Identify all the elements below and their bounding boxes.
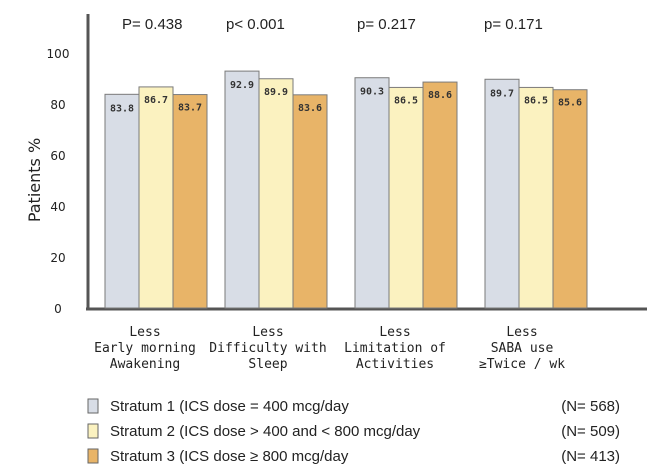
data-label: 83.8: [110, 103, 134, 114]
bar: [518, 86, 554, 309]
y-tick-label: 20: [50, 251, 65, 265]
data-label: 86.7: [144, 95, 168, 106]
category-label: Sleep: [248, 357, 287, 372]
legend-swatch: [87, 398, 99, 414]
category-label: Less: [129, 325, 160, 340]
legend-n-label: (N= 568): [561, 398, 620, 415]
bar: [138, 86, 174, 309]
bar: [484, 78, 520, 309]
y-tick-label: 100: [47, 47, 70, 61]
category-label: Early morning: [94, 341, 196, 356]
bar: [292, 94, 328, 309]
data-label: 90.3: [360, 87, 384, 98]
data-label: 89.9: [264, 87, 288, 98]
y-tick-label: 80: [50, 98, 65, 112]
category-label: SABA use: [491, 341, 554, 356]
category-label: Less: [252, 325, 283, 340]
data-label: 85.6: [558, 98, 582, 109]
p-value-label: p< 0.001: [226, 16, 285, 33]
data-label: 89.7: [490, 88, 514, 99]
data-label: 86.5: [394, 95, 418, 106]
bar: [104, 93, 140, 309]
category-label: Difficulty with: [209, 341, 326, 356]
bar: [354, 77, 390, 309]
legend-n-label: (N= 509): [561, 423, 620, 440]
data-label: 92.9: [230, 80, 254, 91]
p-value-label: P= 0.438: [122, 16, 182, 33]
category-label: ≥Twice / wk: [479, 357, 565, 372]
y-tick-label: 40: [50, 200, 65, 214]
bar: [258, 78, 294, 309]
p-value-label: p= 0.217: [357, 16, 416, 33]
bar: [388, 86, 424, 309]
legend-n-label: (N= 413): [561, 448, 620, 465]
data-label: 88.6: [428, 90, 452, 101]
category-label: Less: [379, 325, 410, 340]
data-label: 83.6: [298, 103, 322, 114]
legend-label: Stratum 2 (ICS dose > 400 and < 800 mcg/…: [110, 423, 421, 440]
bar: [224, 70, 260, 309]
y-axis-title: Patients %: [25, 138, 44, 222]
category-label: Awakening: [110, 357, 180, 372]
legend-swatch: [87, 423, 99, 439]
bar: [422, 81, 458, 309]
p-value-label: p= 0.171: [484, 16, 543, 33]
data-label: 83.7: [178, 103, 202, 114]
data-label: 86.5: [524, 95, 548, 106]
bar: [552, 89, 588, 309]
legend-swatch: [87, 448, 99, 464]
legend-label: Stratum 1 (ICS dose = 400 mcg/day: [110, 398, 349, 415]
category-label: Limitation of: [344, 341, 446, 356]
y-tick-label: 0: [54, 302, 62, 316]
bar: [172, 94, 208, 309]
y-tick-label: 60: [50, 149, 65, 163]
category-label: Activities: [356, 357, 434, 372]
legend-label: Stratum 3 (ICS dose ≥ 800 mcg/day: [110, 448, 349, 465]
category-label: Less: [506, 325, 537, 340]
